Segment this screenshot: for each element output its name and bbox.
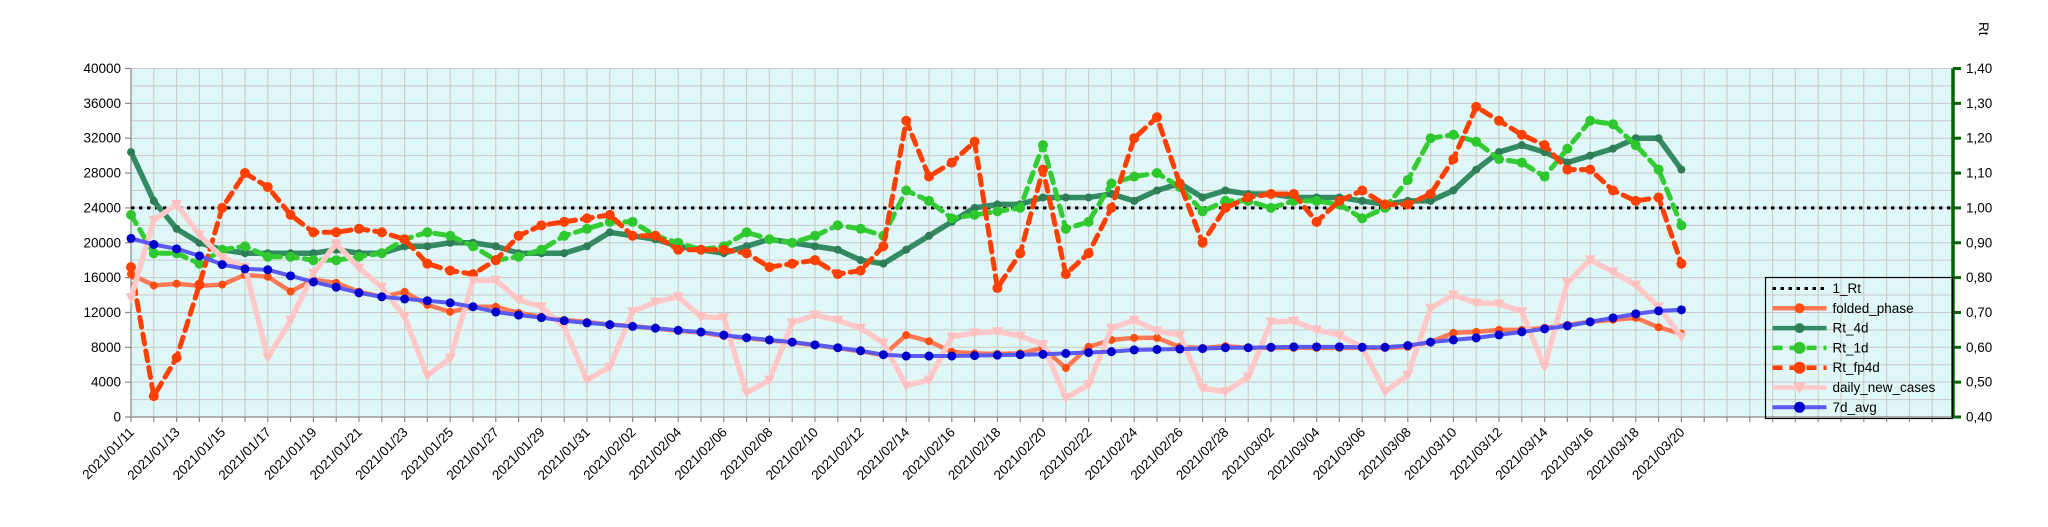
right-axis-title: Rt — [1976, 22, 1991, 36]
svg-text:7d_avg: 7d_avg — [1833, 400, 1877, 415]
legend-item-Rt_4d: Rt_4d — [1772, 321, 1869, 336]
svg-text:40000: 40000 — [83, 61, 121, 76]
svg-text:0,40: 0,40 — [1966, 410, 1992, 425]
x-axis-ticks-labels: 2021/01/112021/01/132021/01/152021/01/17… — [79, 417, 1933, 483]
svg-text:1,20: 1,20 — [1966, 131, 1992, 146]
svg-text:12000: 12000 — [83, 305, 121, 320]
svg-text:1,40: 1,40 — [1966, 61, 1992, 76]
svg-text:8000: 8000 — [91, 340, 121, 355]
legend-item-7d_avg: 7d_avg — [1772, 400, 1877, 415]
svg-text:24000: 24000 — [83, 200, 121, 215]
legend: 1_Rt folded_phase Rt_4d Rt_1d Rt_fp4d daily_n… — [1764, 276, 1954, 420]
svg-text:20000: 20000 — [83, 235, 121, 250]
series-Rt_fp4d — [126, 101, 1687, 402]
svg-text:36000: 36000 — [83, 96, 121, 111]
svg-text:1,30: 1,30 — [1966, 96, 1992, 111]
svg-text:0,90: 0,90 — [1966, 235, 1992, 250]
legend-item-1_Rt: 1_Rt — [1772, 281, 1862, 296]
legend-item-daily_new_cases: daily_new_cases — [1772, 380, 1936, 395]
svg-text:1,00: 1,00 — [1966, 200, 1992, 215]
svg-text:16000: 16000 — [83, 270, 121, 285]
svg-text:Rt_4d: Rt_4d — [1833, 321, 1869, 336]
svg-text:daily_new_cases: daily_new_cases — [1833, 380, 1936, 395]
svg-text:folded_phase: folded_phase — [1833, 301, 1914, 316]
left-axis-ticks-labels: 0 4000 8000 12000 16000 20000 24000 28000 32000 3… — [83, 61, 131, 425]
svg-text:1,10: 1,10 — [1966, 166, 1992, 181]
legend-item-Rt_fp4d: Rt_fp4d — [1772, 360, 1880, 375]
svg-text:0,50: 0,50 — [1966, 375, 1992, 390]
legend-item-folded_phase: folded_phase — [1772, 301, 1914, 316]
svg-text:1_Rt: 1_Rt — [1833, 281, 1862, 296]
svg-text:Rt_fp4d: Rt_fp4d — [1833, 360, 1880, 375]
svg-text:0: 0 — [113, 410, 121, 425]
svg-text:4000: 4000 — [91, 375, 121, 390]
series-7d_avg — [126, 233, 1686, 361]
legend-item-Rt_1d: Rt_1d — [1772, 340, 1869, 355]
svg-text:0,80: 0,80 — [1966, 270, 1992, 285]
svg-text:0,70: 0,70 — [1966, 305, 1992, 320]
svg-text:Rt_1d: Rt_1d — [1833, 340, 1869, 355]
right-axis-ticks-labels: 0,40 0,50 0,60 0,70 0,80 0,90 1,00 1,10 1,20 1,30… — [1953, 61, 1992, 425]
svg-text:0,60: 0,60 — [1966, 340, 1992, 355]
svg-text:32000: 32000 — [83, 131, 121, 146]
svg-text:28000: 28000 — [83, 166, 121, 181]
